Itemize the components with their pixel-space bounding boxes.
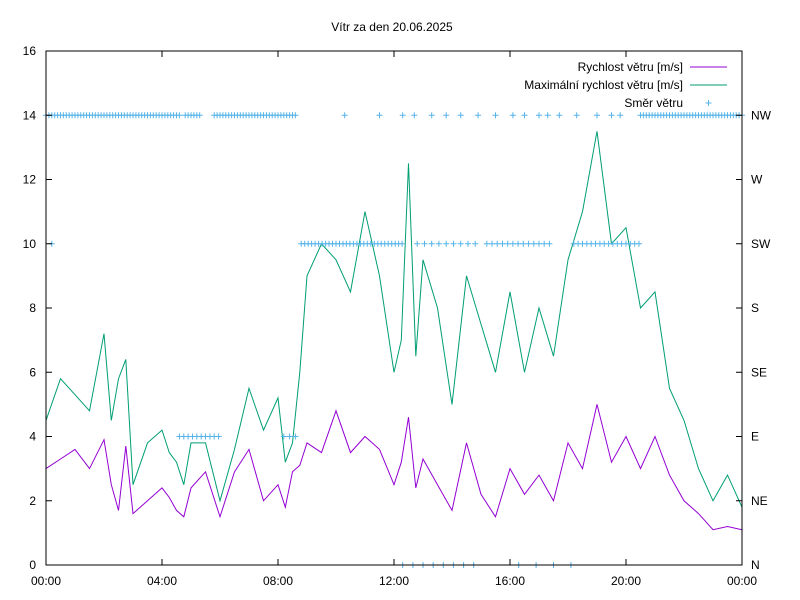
wind-direction-point [608,112,615,119]
wind-direction-point [483,240,490,247]
wind-direction-point [292,433,299,440]
wind-direction-point [504,240,511,247]
wind-direction-point [428,112,435,119]
wind-direction-point [573,112,580,119]
wind-direction-point [399,240,406,247]
wind-direction-point [450,240,457,247]
wind-direction-point [556,112,563,119]
wind-direction-point [443,112,450,119]
wind-direction-point [489,240,495,247]
y-right-tick-label: N [751,558,760,572]
wind-direction-point [196,112,203,119]
y-right-tick-label: S [751,301,759,315]
y-left-tick-label: 0 [29,558,36,572]
legend-label: Maximální rychlost větru [m/s] [524,78,683,92]
wind-direction-point [286,433,293,440]
wind-direction-point [509,112,516,119]
y-left-tick-label: 2 [29,494,36,508]
wind-direction-point [541,240,548,247]
y-right-tick-label: E [751,430,759,444]
y-right-tick-label: W [751,173,763,187]
y-right-tick-label: SW [751,237,771,251]
wind-direction-point [457,112,464,119]
legend-label: Směr větru [624,96,683,110]
wind-direction-point [292,112,299,119]
wind-direction-point [475,112,482,119]
wind-direction-point [280,433,287,440]
wind-direction-point [525,240,532,247]
y-left-tick-label: 4 [29,430,36,444]
wind-direction-point [472,240,479,247]
x-tick-label: 00:00 [727,574,757,588]
wind-direction-point [465,240,471,247]
y-left-tick-label: 12 [23,173,37,187]
x-tick-label: 20:00 [611,574,641,588]
wind-direction-point [509,240,516,247]
wind-direction-point [428,240,435,247]
wind-direction-point [443,240,450,247]
wind-direction-point [536,240,542,247]
wind-direction-point [617,112,624,119]
legend-swatch [705,100,712,106]
wind-direction-point [594,112,600,119]
series-line-0 [45,404,743,531]
x-tick-label: 16:00 [495,574,525,588]
y-left-tick-label: 14 [23,108,37,122]
wind-direction-point [421,240,428,247]
series-line-1 [45,131,743,508]
wind-direction-point [492,112,499,119]
wind-direction-point [546,240,553,247]
legend: Rychlost větru [m/s] Maximální rychlost v… [524,60,727,110]
wind-direction-point [499,240,506,247]
wind-direction-point [341,112,348,119]
legend-label: Rychlost větru [m/s] [578,60,683,74]
wind-direction-point [435,240,442,247]
x-tick-label: 08:00 [263,574,293,588]
x-tick-label: 00:00 [31,574,61,588]
wind-direction-point [636,240,642,247]
y-left-tick-label: 6 [29,365,36,379]
x-tick-label: 12:00 [379,574,409,588]
chart-title: Vítr za den 20.06.2025 [331,20,453,34]
wind-direction-point [176,112,183,119]
y-right-tick-label: NE [751,494,768,508]
y-right-tick-label: SE [751,365,767,379]
wind-direction-point [544,112,551,119]
wind-direction-point [536,112,542,119]
wind-direction-point [399,112,406,119]
wind-direction-point [520,240,527,247]
y-left-tick-label: 10 [23,237,37,251]
wind-direction-point [376,112,383,119]
wind-direction-point [515,240,522,247]
y-left-tick-label: 8 [29,301,36,315]
wind-direction-point [215,433,222,440]
wind-direction-point [530,240,537,247]
wind-direction-point [414,240,421,247]
wind-direction-point [521,112,528,119]
wind-direction-point [457,240,464,247]
wind-direction-point [411,112,418,119]
y-left-tick-label: 16 [23,44,37,58]
x-tick-label: 04:00 [147,574,177,588]
y-right-tick-label: NW [751,108,772,122]
wind-direction-point [494,240,501,247]
